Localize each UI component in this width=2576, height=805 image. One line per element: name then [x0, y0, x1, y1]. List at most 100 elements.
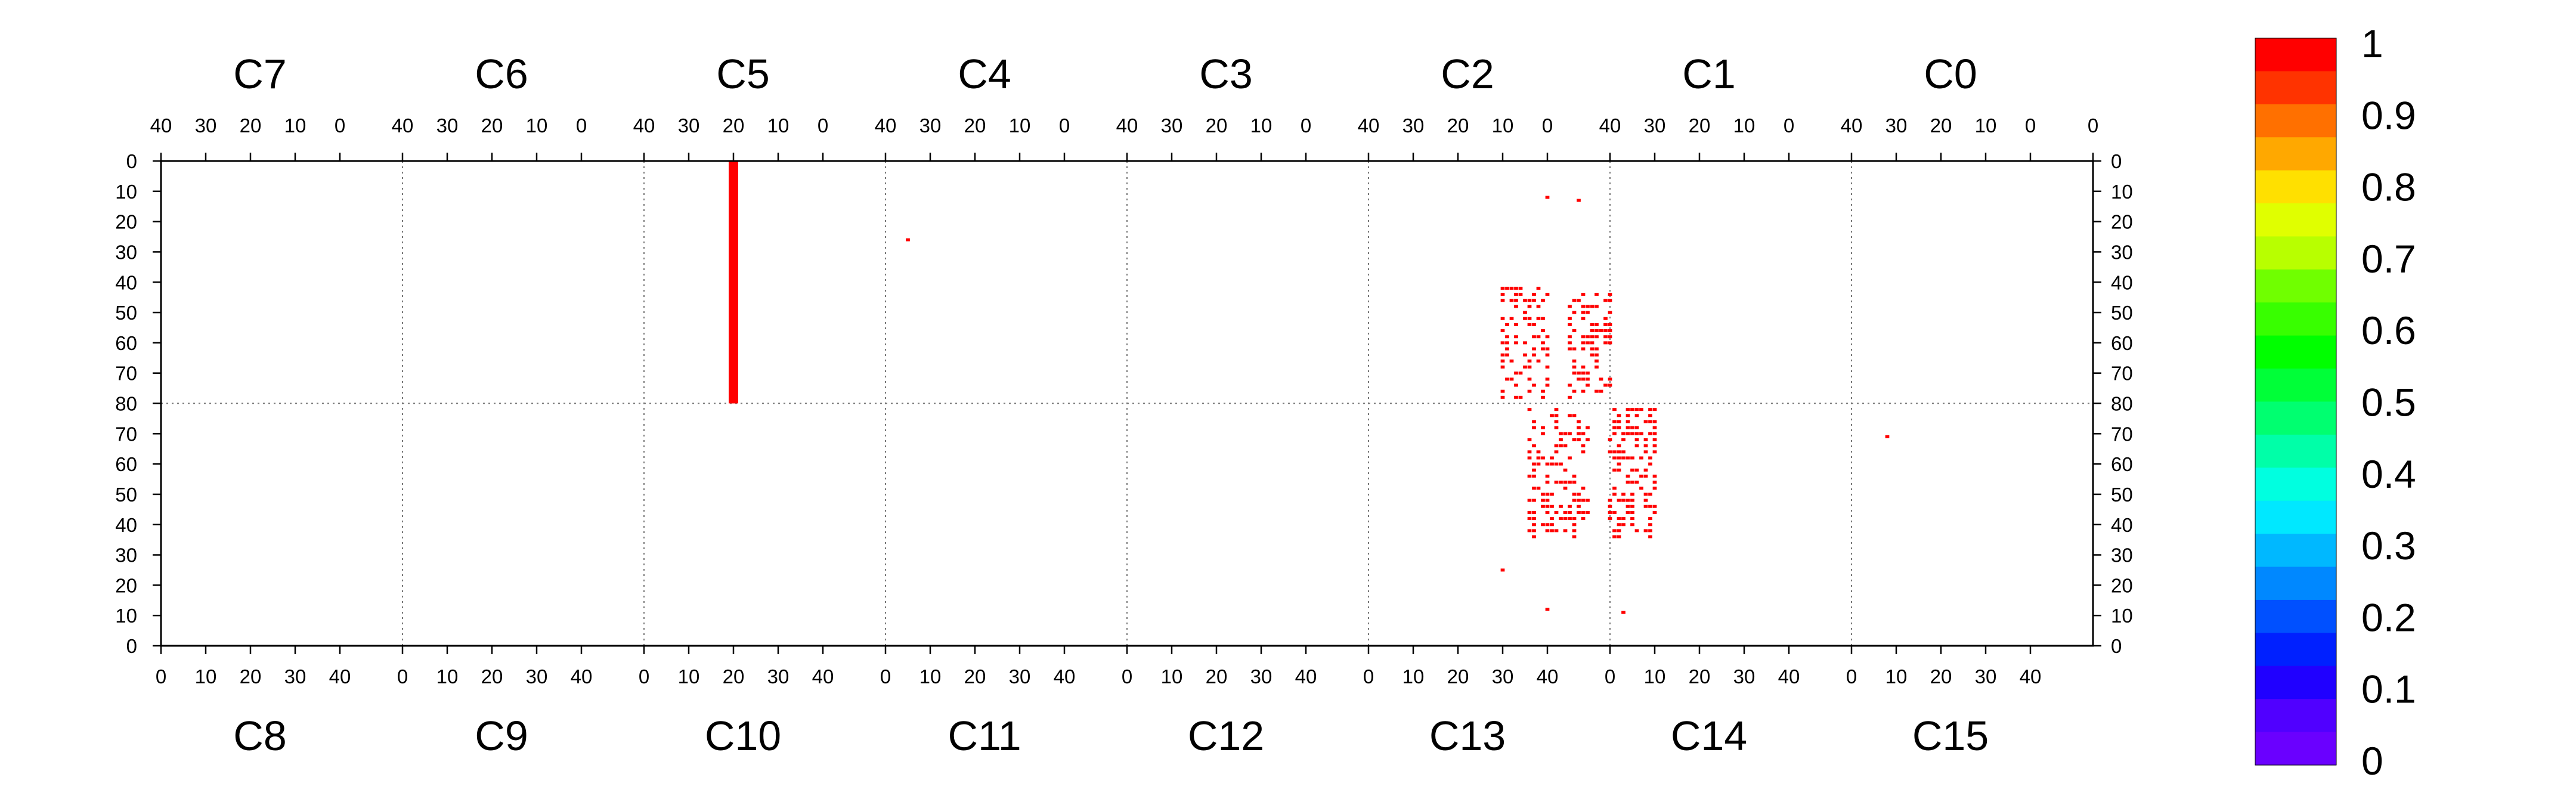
x-tick-label-top: 30 — [678, 114, 700, 137]
hit-pixel — [1581, 366, 1586, 369]
hit-pixel — [1505, 377, 1509, 381]
hit-pixel — [1572, 299, 1577, 302]
y-tick-label-left: 60 — [115, 453, 137, 475]
hit-pixel — [1630, 523, 1634, 527]
hit-pixel — [1885, 435, 1890, 438]
hit-pixel — [1621, 493, 1626, 496]
hit-pixel — [1523, 366, 1527, 369]
y-tick-label-right: 70 — [2111, 363, 2133, 385]
x-tick-label-bottom: 0 — [880, 665, 891, 688]
y-tick-label-right: 40 — [2111, 514, 2133, 536]
hit-pixel — [1581, 317, 1586, 320]
y-tick-label-right: 50 — [2111, 484, 2133, 506]
hit-pixel — [1568, 414, 1572, 417]
hit-pixel — [1608, 499, 1612, 502]
hit-pixel — [1617, 426, 1621, 429]
hit-pixel — [1509, 299, 1514, 302]
hit-pixel — [1527, 517, 1532, 521]
hit-pixel — [1559, 481, 1563, 484]
chip-label-top: C1 — [1682, 51, 1735, 97]
x-tick-label-top: 0 — [1301, 114, 1311, 137]
hit-pixel — [1505, 286, 1509, 290]
hit-pixel — [1599, 329, 1603, 333]
x-tick-label-bottom: 20 — [1447, 665, 1469, 688]
hit-pixel — [1577, 504, 1581, 508]
hit-pixel — [1509, 286, 1514, 290]
hit-pixel — [1568, 335, 1572, 339]
x-tick-label-top: 10 — [284, 114, 306, 137]
hit-pixel — [1577, 493, 1581, 496]
hit-pixel — [1518, 371, 1523, 375]
hit-pixel — [1626, 414, 1630, 417]
hit-pixel — [1532, 499, 1536, 502]
y-tick-label-right: 30 — [2111, 241, 2133, 263]
colorbar-segment — [2255, 467, 2336, 501]
hit-pixel — [1648, 408, 1652, 411]
colorbar-segment — [2255, 269, 2336, 303]
hit-pixel — [1621, 499, 1626, 502]
plot-frame — [160, 160, 2094, 647]
hit-pixel — [1594, 335, 1599, 339]
hit-pixel — [1505, 335, 1509, 339]
hit-pixel — [1630, 504, 1634, 508]
hit-pixel — [1603, 335, 1608, 339]
hit-pixel — [1590, 305, 1594, 308]
hit-pixel — [1581, 341, 1586, 345]
hit-pixel — [1626, 510, 1630, 514]
x-tick-label-bottom: 0 — [639, 665, 649, 688]
chip-label-bottom: C10 — [705, 713, 781, 759]
x-tick-label-bottom: 30 — [1250, 665, 1272, 688]
hit-pixel — [1581, 499, 1586, 502]
hit-pixel — [1541, 499, 1545, 502]
hit-pixel — [1612, 510, 1617, 514]
hit-pixel — [1568, 383, 1572, 387]
x-tick-label-top: 20 — [240, 114, 262, 137]
hit-pixel — [1617, 444, 1621, 448]
x-tick-label-bottom: 0 — [1605, 665, 1615, 688]
hit-pixel — [1577, 426, 1581, 429]
x-tick-label-top: 20 — [1930, 114, 1952, 137]
hit-pixel — [1536, 335, 1541, 339]
hit-pixel — [1621, 611, 1626, 614]
colorbar-segment — [2255, 104, 2336, 138]
hit-pixel — [1608, 510, 1612, 514]
hit-pixel — [1500, 389, 1505, 393]
y-tick-label-left: 30 — [115, 241, 137, 263]
hit-pixel — [1581, 371, 1586, 375]
hit-pixel — [1634, 444, 1639, 448]
hit-pixel — [1581, 293, 1586, 296]
y-tick-label-right: 50 — [2111, 302, 2133, 324]
hit-pixel — [1500, 359, 1505, 363]
hit-pixel — [1572, 347, 1577, 351]
hit-pixel — [1586, 510, 1590, 514]
hit-pixel — [1634, 408, 1639, 411]
hit-pixel — [1532, 299, 1536, 302]
hit-pixel — [1648, 529, 1652, 532]
x-tick-label-bottom: 20 — [723, 665, 745, 688]
hit-pixel — [1617, 462, 1621, 466]
y-tick-label-left: 10 — [115, 181, 137, 203]
hit-pixel — [1577, 420, 1581, 423]
hit-pixel — [1581, 389, 1586, 393]
hit-pixel — [1612, 493, 1617, 496]
hit-pixel — [1514, 395, 1518, 399]
hit-pixel — [1541, 395, 1545, 399]
hit-pixel — [1545, 474, 1550, 478]
hit-pixel — [1554, 529, 1559, 532]
colorbar-label: 0 — [2361, 739, 2383, 783]
hit-pixel — [1590, 329, 1594, 333]
colorbar-frame — [2255, 38, 2337, 766]
x-tick-label-bottom: 30 — [284, 665, 306, 688]
x-tick-label-top: 0 — [2025, 114, 2036, 137]
hit-pixel — [1639, 408, 1643, 411]
hit-pixel — [1554, 408, 1559, 411]
hit-pixel — [1594, 353, 1599, 357]
x-tick-label-bottom: 30 — [526, 665, 548, 688]
hit-pixel — [1648, 456, 1652, 460]
chip-label-top: C7 — [233, 51, 286, 97]
hit-pixel — [1572, 371, 1577, 375]
hit-pixel — [1541, 317, 1545, 320]
y-tick-label-left: 60 — [115, 332, 137, 354]
hit-pixel — [1563, 510, 1568, 514]
hit-pixel — [1643, 450, 1648, 454]
